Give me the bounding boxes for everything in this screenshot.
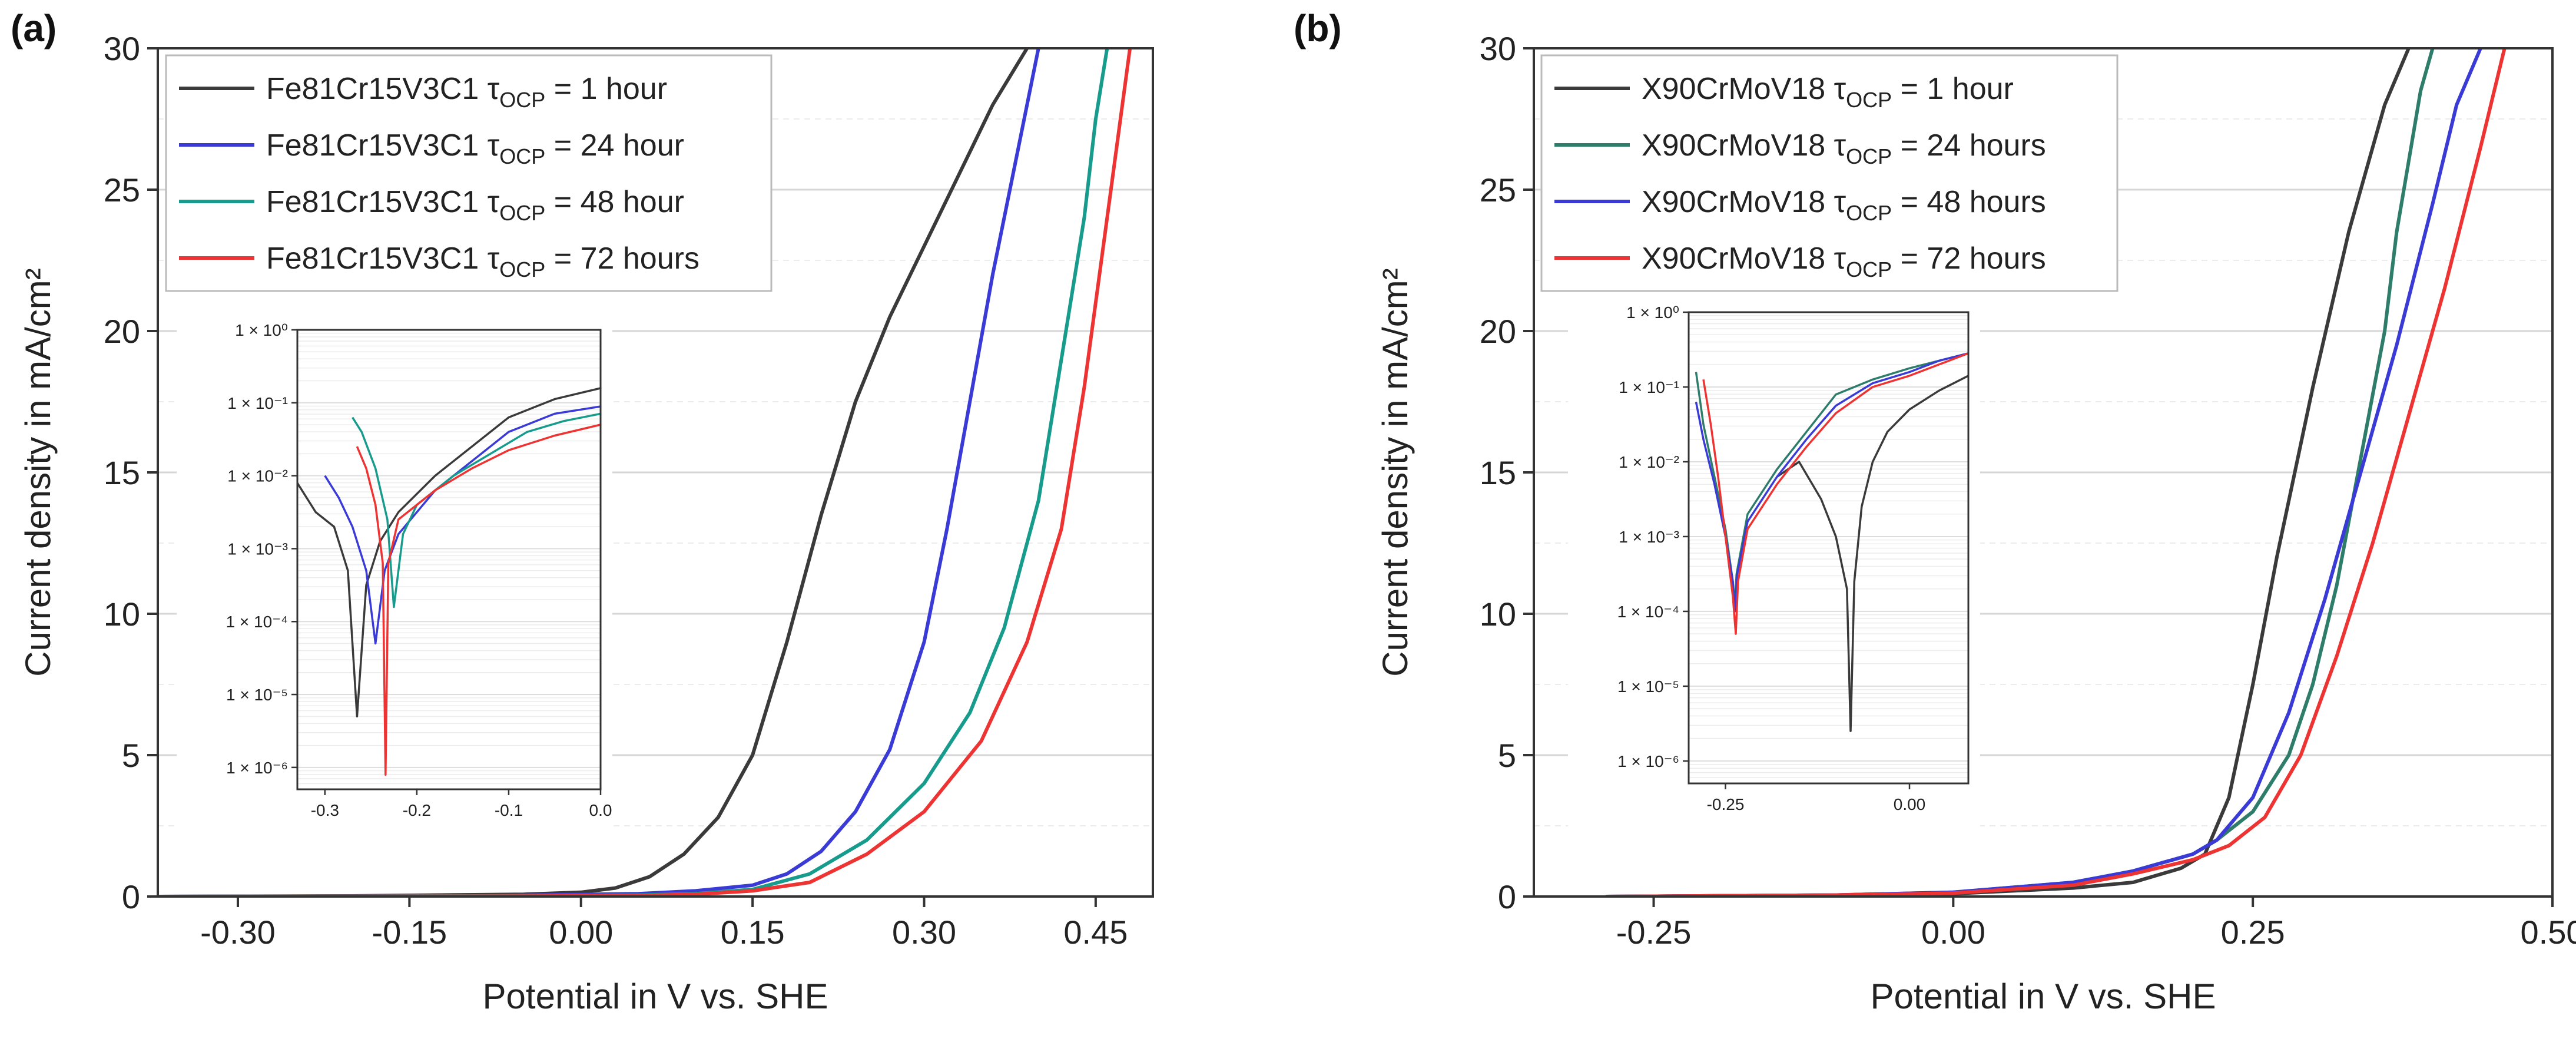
- legend-label-subscript: OCP: [499, 201, 545, 225]
- x-tick-label: -0.25: [1616, 914, 1692, 951]
- inset-background: [177, 312, 612, 836]
- inset-y-tick-label: 1 × 10⁻⁶: [1617, 752, 1679, 770]
- y-axis-label: Current density in mA/cm²: [1375, 268, 1415, 677]
- y-tick-label: 10: [104, 596, 140, 633]
- y-tick-label: 5: [1498, 737, 1516, 774]
- legend-label-main: Fe81Cr15V3C1 τ: [266, 185, 500, 219]
- legend-label-tail: = 24 hour: [545, 128, 684, 163]
- inset-y-tick-label: 1 × 10⁻⁵: [1617, 677, 1679, 696]
- x-tick-label: 0.50: [2521, 914, 2576, 951]
- legend-label-tail: = 1 hour: [1892, 72, 2014, 106]
- legend-label: Fe81Cr15V3C1 τOCP = 1 hour: [266, 72, 667, 112]
- y-tick-label: 30: [1480, 30, 1516, 67]
- inset-y-tick-label: 1 × 10⁰: [235, 321, 288, 339]
- inset-y-tick-label: 1 × 10⁻⁴: [226, 613, 288, 631]
- x-tick-label: -0.30: [200, 914, 276, 951]
- inset-y-tick-label: 1 × 10⁻¹: [227, 394, 288, 412]
- legend-label-subscript: OCP: [499, 257, 545, 282]
- legend-label-main: Fe81Cr15V3C1 τ: [266, 72, 500, 106]
- legend-label-tail: = 1 hour: [545, 72, 667, 106]
- legend-label-main: X90CrMoV18 τ: [1642, 128, 1846, 163]
- panel-label: (a): [11, 7, 57, 49]
- legend-label-subscript: OCP: [499, 144, 545, 168]
- legend-label-main: X90CrMoV18 τ: [1642, 185, 1846, 219]
- inset-x-tick-label: -0.1: [495, 801, 523, 819]
- y-tick-label: 25: [104, 171, 140, 209]
- legend-label-tail: = 72 hours: [545, 242, 699, 276]
- inset-y-tick-label: 1 × 10⁻²: [227, 467, 288, 485]
- legend-label-main: X90CrMoV18 τ: [1642, 242, 1846, 276]
- inset-y-tick-label: 1 × 10⁻⁶: [226, 759, 288, 777]
- inset-y-tick-label: 1 × 10⁻³: [227, 540, 288, 558]
- inset-x-tick-label: 0.00: [1894, 795, 1926, 813]
- x-tick-label: 0.45: [1063, 914, 1128, 951]
- legend-label-main: Fe81Cr15V3C1 τ: [266, 128, 500, 163]
- inset-background: [1568, 295, 1980, 831]
- y-tick-label: 0: [122, 878, 140, 915]
- y-tick-label: 25: [1480, 171, 1516, 209]
- legend-label-subscript: OCP: [1846, 144, 1892, 168]
- inset-chart: 1 × 10⁰ 1 × 10⁻¹ 1 × 10⁻² 1 × 10⁻³ 1 × 10⁻⁴ 1…: [1568, 295, 1980, 831]
- legend-label-subscript: OCP: [1846, 201, 1892, 225]
- x-tick-label: 0.00: [549, 914, 613, 951]
- inset-x-tick-label: -0.3: [311, 801, 339, 819]
- legend-label: X90CrMoV18 τOCP = 72 hours: [1642, 242, 2046, 282]
- inset-y-tick-label: 1 × 10⁻⁴: [1617, 603, 1679, 621]
- inset-x-tick-label: 0.0: [589, 801, 612, 819]
- inset-x-tick-label: -0.2: [403, 801, 431, 819]
- y-axis-label: Current density in mA/cm²: [18, 268, 58, 677]
- y-tick-label: 15: [104, 454, 140, 491]
- inset-y-tick-label: 1 × 10⁻¹: [1619, 378, 1679, 396]
- y-tick-label: 20: [104, 313, 140, 350]
- legend-label: Fe81Cr15V3C1 τOCP = 72 hours: [266, 242, 699, 282]
- legend-label-subscript: OCP: [1846, 88, 1892, 112]
- x-tick-label: 0.15: [721, 914, 785, 951]
- x-tick-label: 0.00: [1921, 914, 1985, 951]
- inset-y-tick-label: 1 × 10⁻⁵: [226, 686, 288, 704]
- inset-y-tick-label: 1 × 10⁰: [1626, 303, 1679, 322]
- x-tick-label: 0.25: [2221, 914, 2285, 951]
- x-tick-label: 0.30: [892, 914, 956, 951]
- y-tick-label: 10: [1480, 596, 1516, 633]
- inset-x-tick-label: -0.25: [1707, 795, 1745, 813]
- legend-label-main: X90CrMoV18 τ: [1642, 72, 1846, 106]
- y-tick-label: 20: [1480, 313, 1516, 350]
- legend-label: X90CrMoV18 τOCP = 24 hours: [1642, 128, 2046, 168]
- y-tick-label: 0: [1498, 878, 1516, 915]
- legend-label-tail: = 72 hours: [1892, 242, 2046, 276]
- legend-label-subscript: OCP: [1846, 257, 1892, 282]
- inset-y-tick-label: 1 × 10⁻³: [1619, 528, 1679, 546]
- inset-y-tick-label: 1 × 10⁻²: [1619, 453, 1679, 471]
- legend-label-tail: = 24 hours: [1892, 128, 2046, 163]
- y-tick-label: 30: [104, 30, 140, 67]
- x-axis-label: Potential in V vs. SHE: [1871, 977, 2216, 1016]
- legend-label: Fe81Cr15V3C1 τOCP = 48 hour: [266, 185, 684, 225]
- y-tick-label: 15: [1480, 454, 1516, 491]
- legend-label: X90CrMoV18 τOCP = 1 hour: [1642, 72, 2014, 112]
- legend-label-tail: = 48 hour: [545, 185, 684, 219]
- x-tick-label: -0.15: [372, 914, 447, 951]
- legend-label-tail: = 48 hours: [1892, 185, 2046, 219]
- y-tick-label: 5: [122, 737, 140, 774]
- legend-label-main: Fe81Cr15V3C1 τ: [266, 242, 500, 276]
- x-axis-label: Potential in V vs. SHE: [483, 977, 828, 1016]
- panel-label: (b): [1294, 7, 1342, 49]
- inset-chart: 1 × 10⁰ 1 × 10⁻¹ 1 × 10⁻² 1 × 10⁻³ 1 × 10⁻⁴ 1…: [177, 312, 612, 836]
- legend-label-subscript: OCP: [499, 88, 545, 112]
- legend-label: X90CrMoV18 τOCP = 48 hours: [1642, 185, 2046, 225]
- legend-label: Fe81Cr15V3C1 τOCP = 24 hour: [266, 128, 684, 168]
